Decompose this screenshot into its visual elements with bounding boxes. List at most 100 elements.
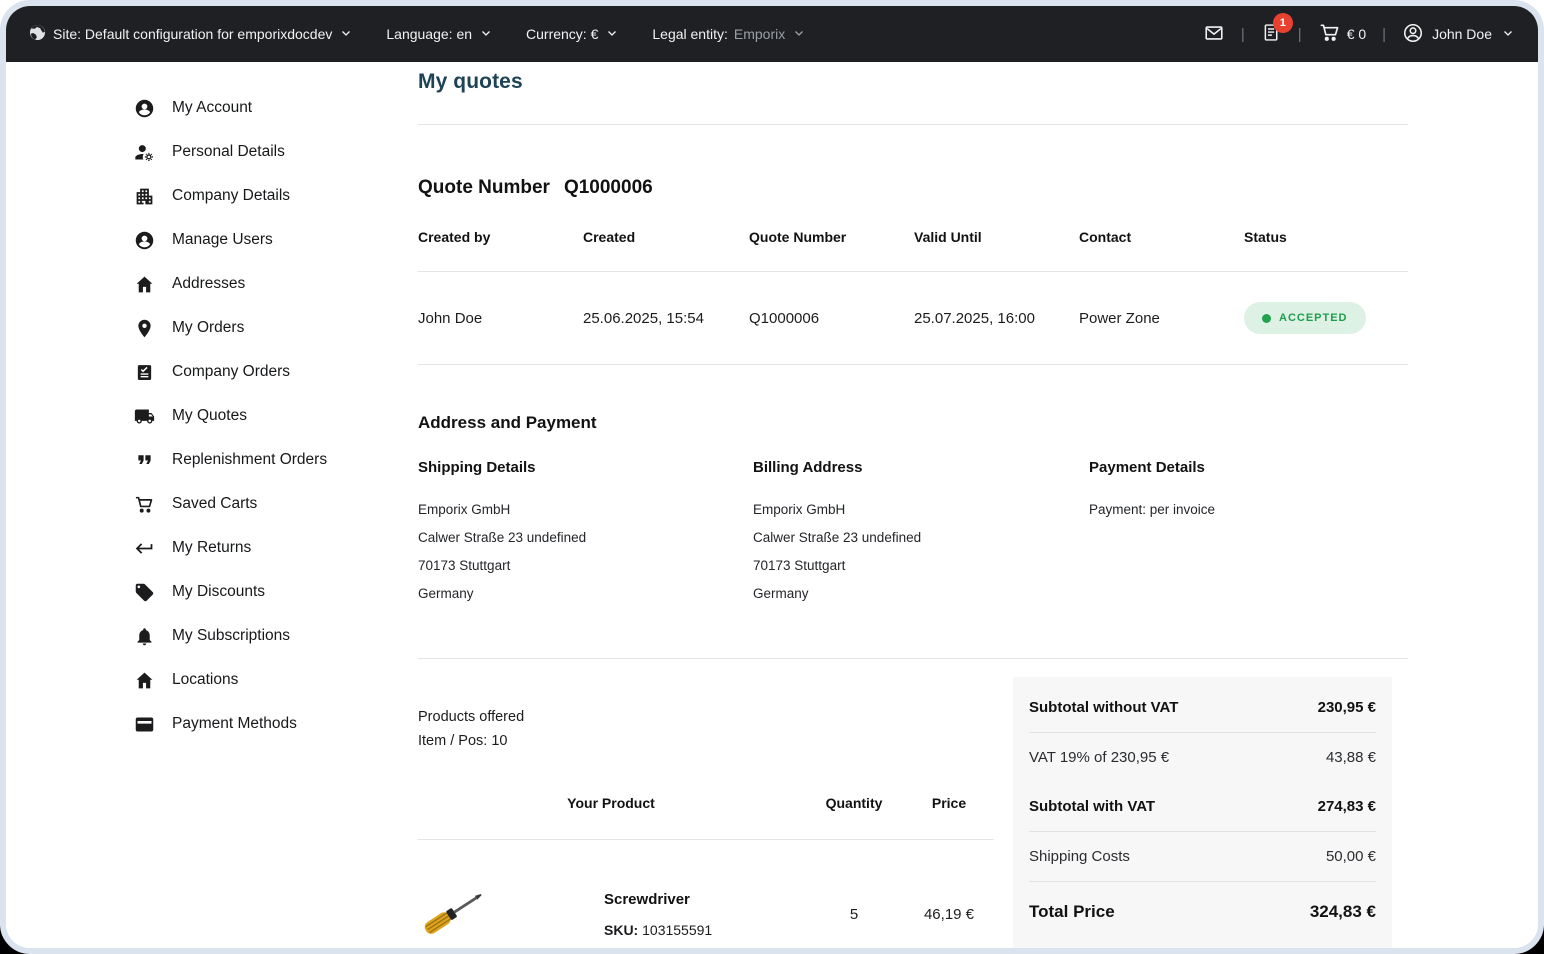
chevron-down-icon <box>1502 26 1514 42</box>
payment-line: Payment: per invoice <box>1089 502 1216 517</box>
cart-total: € 0 <box>1346 26 1367 42</box>
products-section: Products offered Item / Pos: 10 Your Pro… <box>418 677 994 948</box>
sidebar-item-my-returns[interactable]: My Returns <box>134 526 412 570</box>
language-selector[interactable]: Language: en <box>386 26 492 42</box>
clipboard-check-icon <box>134 362 155 383</box>
divider <box>1029 881 1376 882</box>
legal-entity-selector[interactable]: Legal entity: Emporix <box>652 26 805 42</box>
sidebar-item-label: My Subscriptions <box>172 627 291 644</box>
summary-value: 230,95 € <box>1317 699 1376 716</box>
column-header: Created by <box>418 229 491 245</box>
summary-row-total-price: Total Price 324,83 € <box>1013 882 1392 938</box>
summary-label: VAT 19% of 230,95 € <box>1029 749 1170 766</box>
legal-entity-label: Legal entity: <box>652 26 728 42</box>
sidebar-item-label: Company Details <box>172 187 291 204</box>
globe-icon <box>28 23 47 45</box>
cell-valid-until: 25.07.2025, 16:00 <box>914 309 1035 327</box>
sidebar-item-company-orders[interactable]: Company Orders <box>134 350 412 394</box>
cart-icon <box>134 494 155 515</box>
mail-button[interactable] <box>1203 22 1225 47</box>
quotes-notifications-button[interactable]: 1 <box>1261 13 1293 46</box>
summary-row-shipping-costs: Shipping Costs 50,00 € <box>1013 832 1392 881</box>
sidebar-item-label: Personal Details <box>172 143 285 160</box>
sidebar-item-my-account[interactable]: My Account <box>134 86 412 130</box>
divider <box>418 124 1408 125</box>
summary-label: Shipping Costs <box>1029 848 1130 865</box>
product-quantity: 5 <box>849 906 859 923</box>
shipping-details-title: Shipping Details <box>418 459 536 476</box>
person-gear-icon <box>134 142 155 163</box>
sku-label: SKU: <box>604 922 639 938</box>
sidebar-item-personal-details[interactable]: Personal Details <box>134 130 412 174</box>
sidebar-item-label: Payment Methods <box>172 715 297 732</box>
summary-row-subtotal-with-vat: Subtotal with VAT 274,83 € <box>1013 782 1392 831</box>
shipping-line: 70173 Stuttgart <box>418 558 511 573</box>
quote-number-label: Quote Number <box>418 177 550 198</box>
quote-table-header: Created by Created Quote Number Valid Un… <box>418 229 1408 245</box>
account-sidebar: My Account Personal Details Company Deta… <box>6 62 412 948</box>
column-header: Created <box>583 229 636 245</box>
divider <box>418 271 1408 272</box>
user-menu[interactable]: John Doe <box>1402 22 1514 47</box>
currency-selector[interactable]: Currency: € <box>526 26 618 42</box>
divider <box>418 839 994 840</box>
products-and-summary: Products offered Item / Pos: 10 Your Pro… <box>418 677 1408 948</box>
cart-button[interactable]: € 0 <box>1318 21 1366 47</box>
top-bar: Site: Default configuration for emporixd… <box>6 6 1538 62</box>
chevron-down-icon <box>793 26 805 42</box>
divider <box>1029 732 1376 733</box>
column-header-price: Price <box>931 795 967 811</box>
user-name: John Doe <box>1432 26 1492 42</box>
sidebar-item-label: Addresses <box>172 275 246 292</box>
sidebar-item-saved-carts[interactable]: Saved Carts <box>134 482 412 526</box>
building-icon <box>134 186 155 207</box>
sidebar-item-label: My Discounts <box>172 583 266 600</box>
divider <box>1029 831 1376 832</box>
sidebar-item-my-quotes[interactable]: My Quotes <box>134 394 412 438</box>
account-circle-icon <box>134 98 155 119</box>
account-circle-icon <box>134 230 155 251</box>
legal-entity-value: Emporix <box>733 26 786 42</box>
separator: | <box>1382 25 1387 43</box>
sidebar-item-label: My Account <box>172 99 253 116</box>
document-icon <box>1261 22 1282 46</box>
address-payment-heading: Address and Payment <box>418 413 597 432</box>
shipping-line: Germany <box>418 586 474 601</box>
chevron-down-icon <box>480 26 492 42</box>
column-header: Contact <box>1079 229 1132 245</box>
site-selector[interactable]: Site: Default configuration for emporixd… <box>28 23 352 45</box>
sidebar-item-locations[interactable]: Locations <box>134 658 412 702</box>
sidebar-item-label: My Orders <box>172 319 245 336</box>
return-arrow-icon <box>134 538 155 559</box>
chevron-down-icon <box>340 26 352 42</box>
shipping-details-block: Shipping Details Emporix GmbH Calwer Str… <box>418 459 753 608</box>
sidebar-item-label: Company Orders <box>172 363 291 380</box>
language-label: Language: en <box>386 26 473 42</box>
summary-label: Total Price <box>1029 902 1115 921</box>
sidebar-item-payment-methods[interactable]: Payment Methods <box>134 702 412 746</box>
sidebar-item-company-details[interactable]: Company Details <box>134 174 412 218</box>
payment-details-block: Payment Details Payment: per invoice <box>1089 459 1408 608</box>
billing-address-block: Billing Address Emporix GmbH Calwer Stra… <box>753 459 1089 608</box>
payment-details-title: Payment Details <box>1089 459 1205 476</box>
sidebar-item-manage-users[interactable]: Manage Users <box>134 218 412 262</box>
product-info: Screwdriver SKU: 103155591 <box>604 891 804 938</box>
cell-created: 25.06.2025, 15:54 <box>583 309 704 327</box>
sidebar-item-my-orders[interactable]: My Orders <box>134 306 412 350</box>
home-icon <box>134 274 155 295</box>
sidebar-item-replenishment-orders[interactable]: Replenishment Orders <box>134 438 412 482</box>
billing-line: Germany <box>753 586 809 601</box>
cell-created-by: John Doe <box>418 309 483 327</box>
shipping-line: Calwer Straße 23 undefined <box>418 530 587 545</box>
column-header-product: Your Product <box>567 795 655 811</box>
currency-label: Currency: € <box>526 26 599 42</box>
quote-table-row[interactable]: John Doe 25.06.2025, 15:54 Q1000006 25.0… <box>418 272 1408 364</box>
sidebar-item-addresses[interactable]: Addresses <box>134 262 412 306</box>
summary-value: 43,88 € <box>1325 749 1376 766</box>
sidebar-item-my-subscriptions[interactable]: My Subscriptions <box>134 614 412 658</box>
cart-icon <box>1318 21 1341 47</box>
summary-label: Subtotal with VAT <box>1029 798 1156 815</box>
sidebar-item-my-discounts[interactable]: My Discounts <box>134 570 412 614</box>
